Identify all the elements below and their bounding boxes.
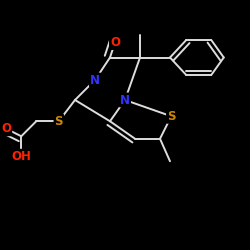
Text: OH: OH (11, 150, 31, 163)
Text: S: S (54, 115, 63, 128)
Text: O: O (1, 122, 11, 135)
Text: O: O (110, 36, 120, 49)
Text: N: N (90, 74, 100, 86)
Text: N: N (120, 94, 130, 106)
Text: S: S (167, 110, 175, 123)
